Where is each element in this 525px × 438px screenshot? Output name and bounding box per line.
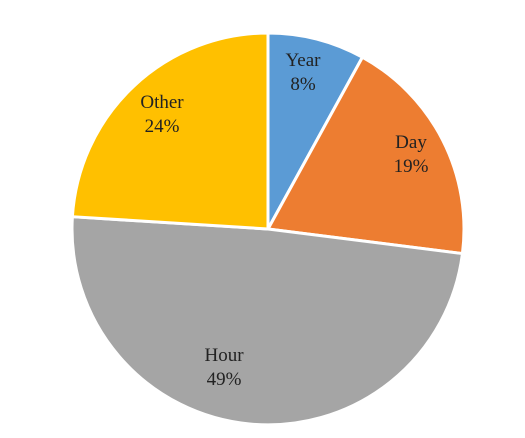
pie-label-year: Year 8% [285,50,321,95]
pie-slice-day [266,55,466,256]
pie-label-other: Other 24% [140,92,184,137]
pie-label-value: 19% [394,156,429,177]
pie-slice-year [266,31,364,231]
pie-label-name: Other [140,92,184,113]
pie-slices [70,31,466,427]
pie-slice-other [70,31,270,231]
pie-label-name: Day [395,132,427,153]
pie-label-value: 49% [207,369,242,390]
pie-label-value: 24% [145,116,180,137]
pie-label-day: Day 19% [394,132,429,177]
pie-slice-hour [70,215,464,427]
pie-label-value: 8% [290,74,316,95]
pie-label-name: Hour [204,345,244,366]
pie-labels: Year 8% Day 19% Hour 49% Other 24% [140,50,428,390]
pie-label-name: Year [285,50,321,71]
pie-label-hour: Hour 49% [204,345,244,390]
